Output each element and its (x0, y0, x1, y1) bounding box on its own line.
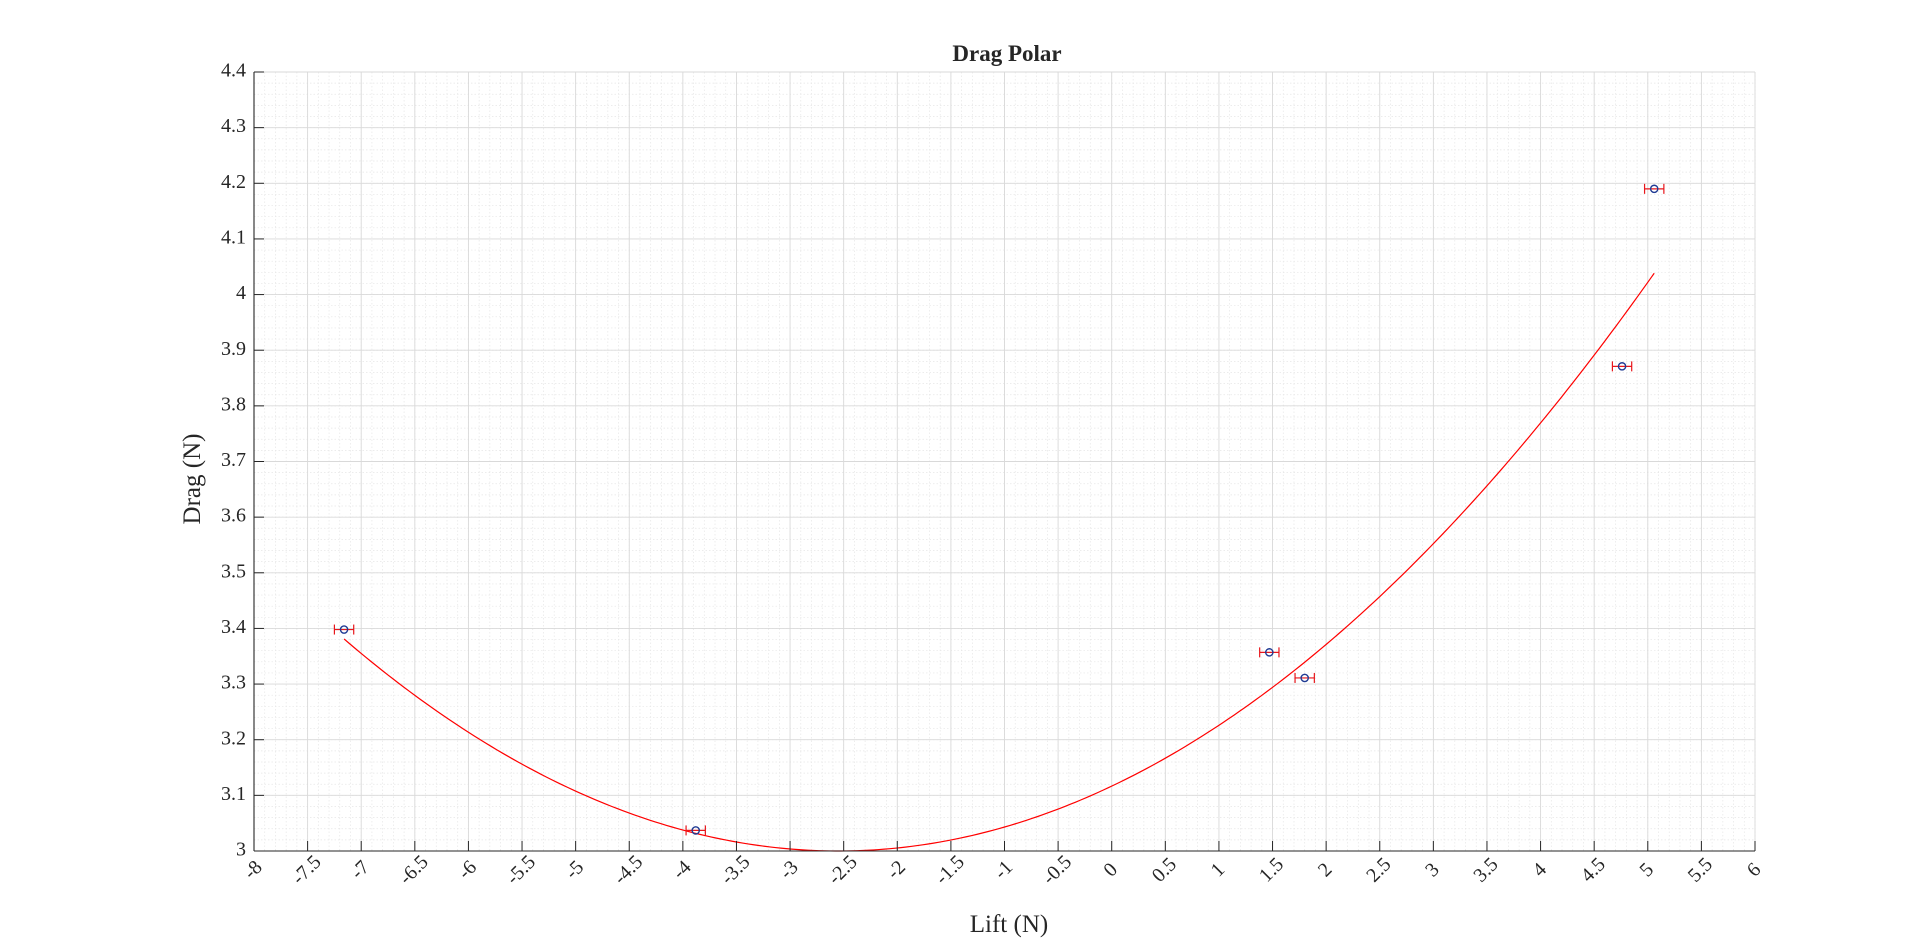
point-marker (1265, 648, 1274, 657)
y-tick-label: 3.2 (221, 727, 246, 749)
y-tick-label: 3.4 (221, 616, 246, 638)
y-tick-label: 4.2 (221, 171, 246, 193)
data-points-layer (333, 183, 1665, 836)
y-tick-label: 3.1 (221, 783, 246, 805)
y-tick-label: 3.9 (221, 338, 246, 360)
point-marker (691, 826, 701, 835)
y-tick-label: 3.3 (221, 672, 246, 694)
data-point (1259, 647, 1280, 658)
y-tick-label: 3.5 (221, 560, 246, 582)
data-point (1294, 672, 1315, 683)
point-marker (1300, 673, 1309, 683)
y-tick-label: 3.8 (221, 393, 246, 415)
data-point (333, 624, 355, 635)
point-marker (1617, 362, 1627, 371)
y-tick-label: 3 (236, 839, 246, 861)
y-tick-labels: 3 3.1 3.2 3.3 3.4 3.5 3.6 3.7 3.8 3.9 4 4.1 4.2 4.3 4.… (221, 60, 246, 861)
fit-curve (343, 272, 1655, 852)
point-marker (1649, 184, 1659, 194)
y-tick-label: 4.1 (221, 227, 246, 249)
y-tick-label: 4.4 (221, 60, 246, 82)
y-axis-label: Drag (N) (179, 434, 206, 525)
y-tick-label: 3.7 (221, 449, 246, 471)
fit-curve-layer (343, 272, 1655, 852)
axes (253, 71, 1756, 852)
chart-title: Drag Polar (952, 41, 1061, 66)
y-tick-label: 4 (236, 282, 246, 304)
data-point (685, 825, 706, 836)
y-tick-label: 4.3 (221, 115, 246, 137)
point-marker (339, 625, 349, 634)
y-tick-label: 3.6 (221, 505, 246, 527)
data-point (1611, 361, 1633, 372)
data-point (1643, 183, 1665, 194)
x-axis-label: Lift (N) (970, 911, 1048, 938)
